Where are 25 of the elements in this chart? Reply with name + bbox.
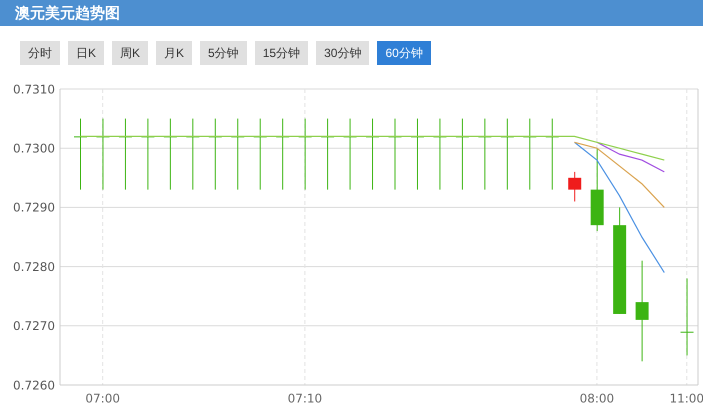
chart-title: 澳元美元趋势图: [15, 4, 120, 22]
text: 周K: [112, 41, 148, 65]
candlestick: [680, 278, 694, 356]
x-tick-label: 08:00: [580, 392, 614, 406]
y-tick-label: 0.7270: [13, 319, 55, 334]
x-tick-label: 07:00: [85, 392, 120, 406]
y-tick-label: 0.7310: [13, 82, 55, 96]
candlestick: [568, 171, 582, 202]
text: 日K: [68, 41, 104, 65]
text: 分时: [20, 41, 60, 65]
text: 30分钟: [316, 41, 370, 65]
text: 60分钟: [377, 41, 431, 65]
y-tick-label: 0.7260: [13, 378, 55, 392]
line-series: [574, 142, 665, 274]
x-tick-label: 07:10: [288, 392, 322, 406]
text: 15分钟: [254, 41, 308, 65]
line-series: [596, 142, 665, 172]
y-tick-label: 0.7280: [13, 260, 55, 274]
x-tick-label: 11:00: [669, 392, 703, 406]
y-tick-label: 0.7300: [13, 141, 55, 156]
candlestick: [636, 260, 649, 362]
y-tick-label: 0.7290: [13, 200, 55, 215]
text: 5分钟: [200, 41, 247, 65]
text: 月K: [156, 41, 192, 65]
line-series: [574, 142, 665, 208]
